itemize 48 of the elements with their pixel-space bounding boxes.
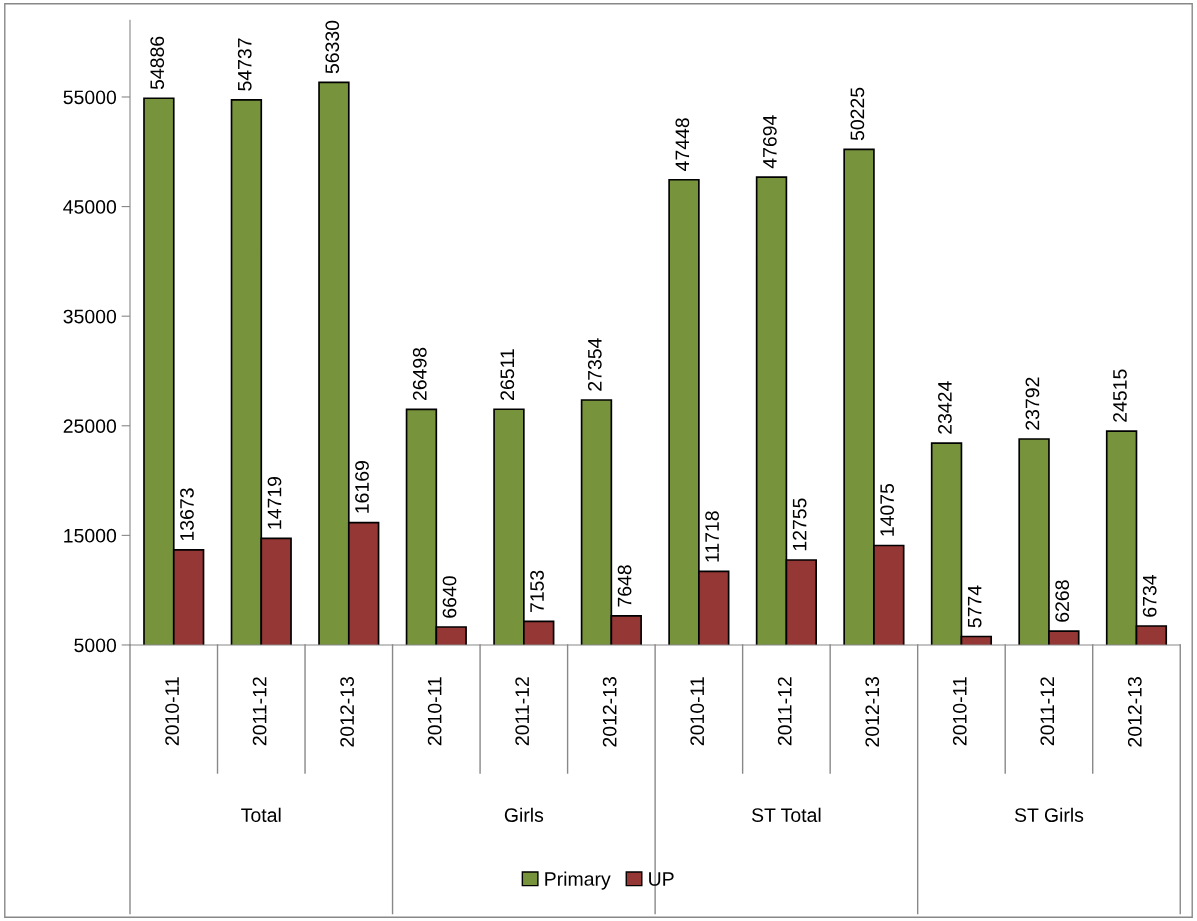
data-label: 14075 [880,483,895,536]
x-tick-label: 2011-12 [777,677,792,746]
y-tick-label: 5000 [74,638,117,653]
data-label: 50225 [850,87,865,141]
data-label: 11718 [705,511,719,562]
data-label: 54886 [150,36,165,90]
x-tick-label: 2012-13 [340,677,355,747]
y-tick-label: 15000 [64,528,117,543]
y-tick-label: 35000 [63,309,117,324]
data-label: 27354 [587,338,602,391]
data-label: 13673 [180,488,194,541]
x-tick-label: 2012-13 [1127,677,1142,747]
data-label: 7648 [617,565,632,607]
x-tick-label: 2011-12 [1040,677,1055,746]
data-label: 23792 [1025,377,1040,430]
data-label: 47448 [675,118,690,171]
data-label: 47694 [762,115,777,169]
data-label: 26498 [412,347,427,401]
x-tick-label: 2012-13 [865,677,880,747]
data-label: 6734 [1142,574,1157,617]
data-label: 16169 [355,461,369,513]
x-tick-label: 2011-12 [515,677,530,746]
data-label: 24515 [1113,369,1127,422]
x-tick-label: 2011-12 [252,677,267,746]
data-label: 23424 [938,381,952,434]
data-label: 6268 [1055,580,1070,622]
y-tick-label: 25000 [63,419,117,434]
y-tick-label: 45000 [63,200,117,214]
x-tick-label: 2010-11 [165,677,179,746]
text: Total [241,807,281,822]
data-label: 12755 [792,498,807,551]
legend-label: Primary [545,871,611,890]
x-tick-label: 2010-11 [690,677,705,746]
x-tick-label: 2012-13 [602,677,617,747]
data-label: 7153 [530,570,544,613]
legend-label: UP [649,872,674,886]
x-tick-label: 2010-11 [952,677,967,746]
data-label: 6640 [442,576,457,618]
data-label: 54737 [237,38,252,91]
data-label: 26511 [500,349,515,400]
data-label: 56330 [325,20,340,74]
data-label: 5774 [967,585,982,628]
data-label: 14719 [267,476,282,529]
text: ST Girls [1014,807,1084,822]
text: Girls [504,807,544,822]
text: ST Total [751,807,821,822]
x-tick-label: 2010-11 [427,677,442,746]
y-tick-label: 55000 [63,90,117,105]
